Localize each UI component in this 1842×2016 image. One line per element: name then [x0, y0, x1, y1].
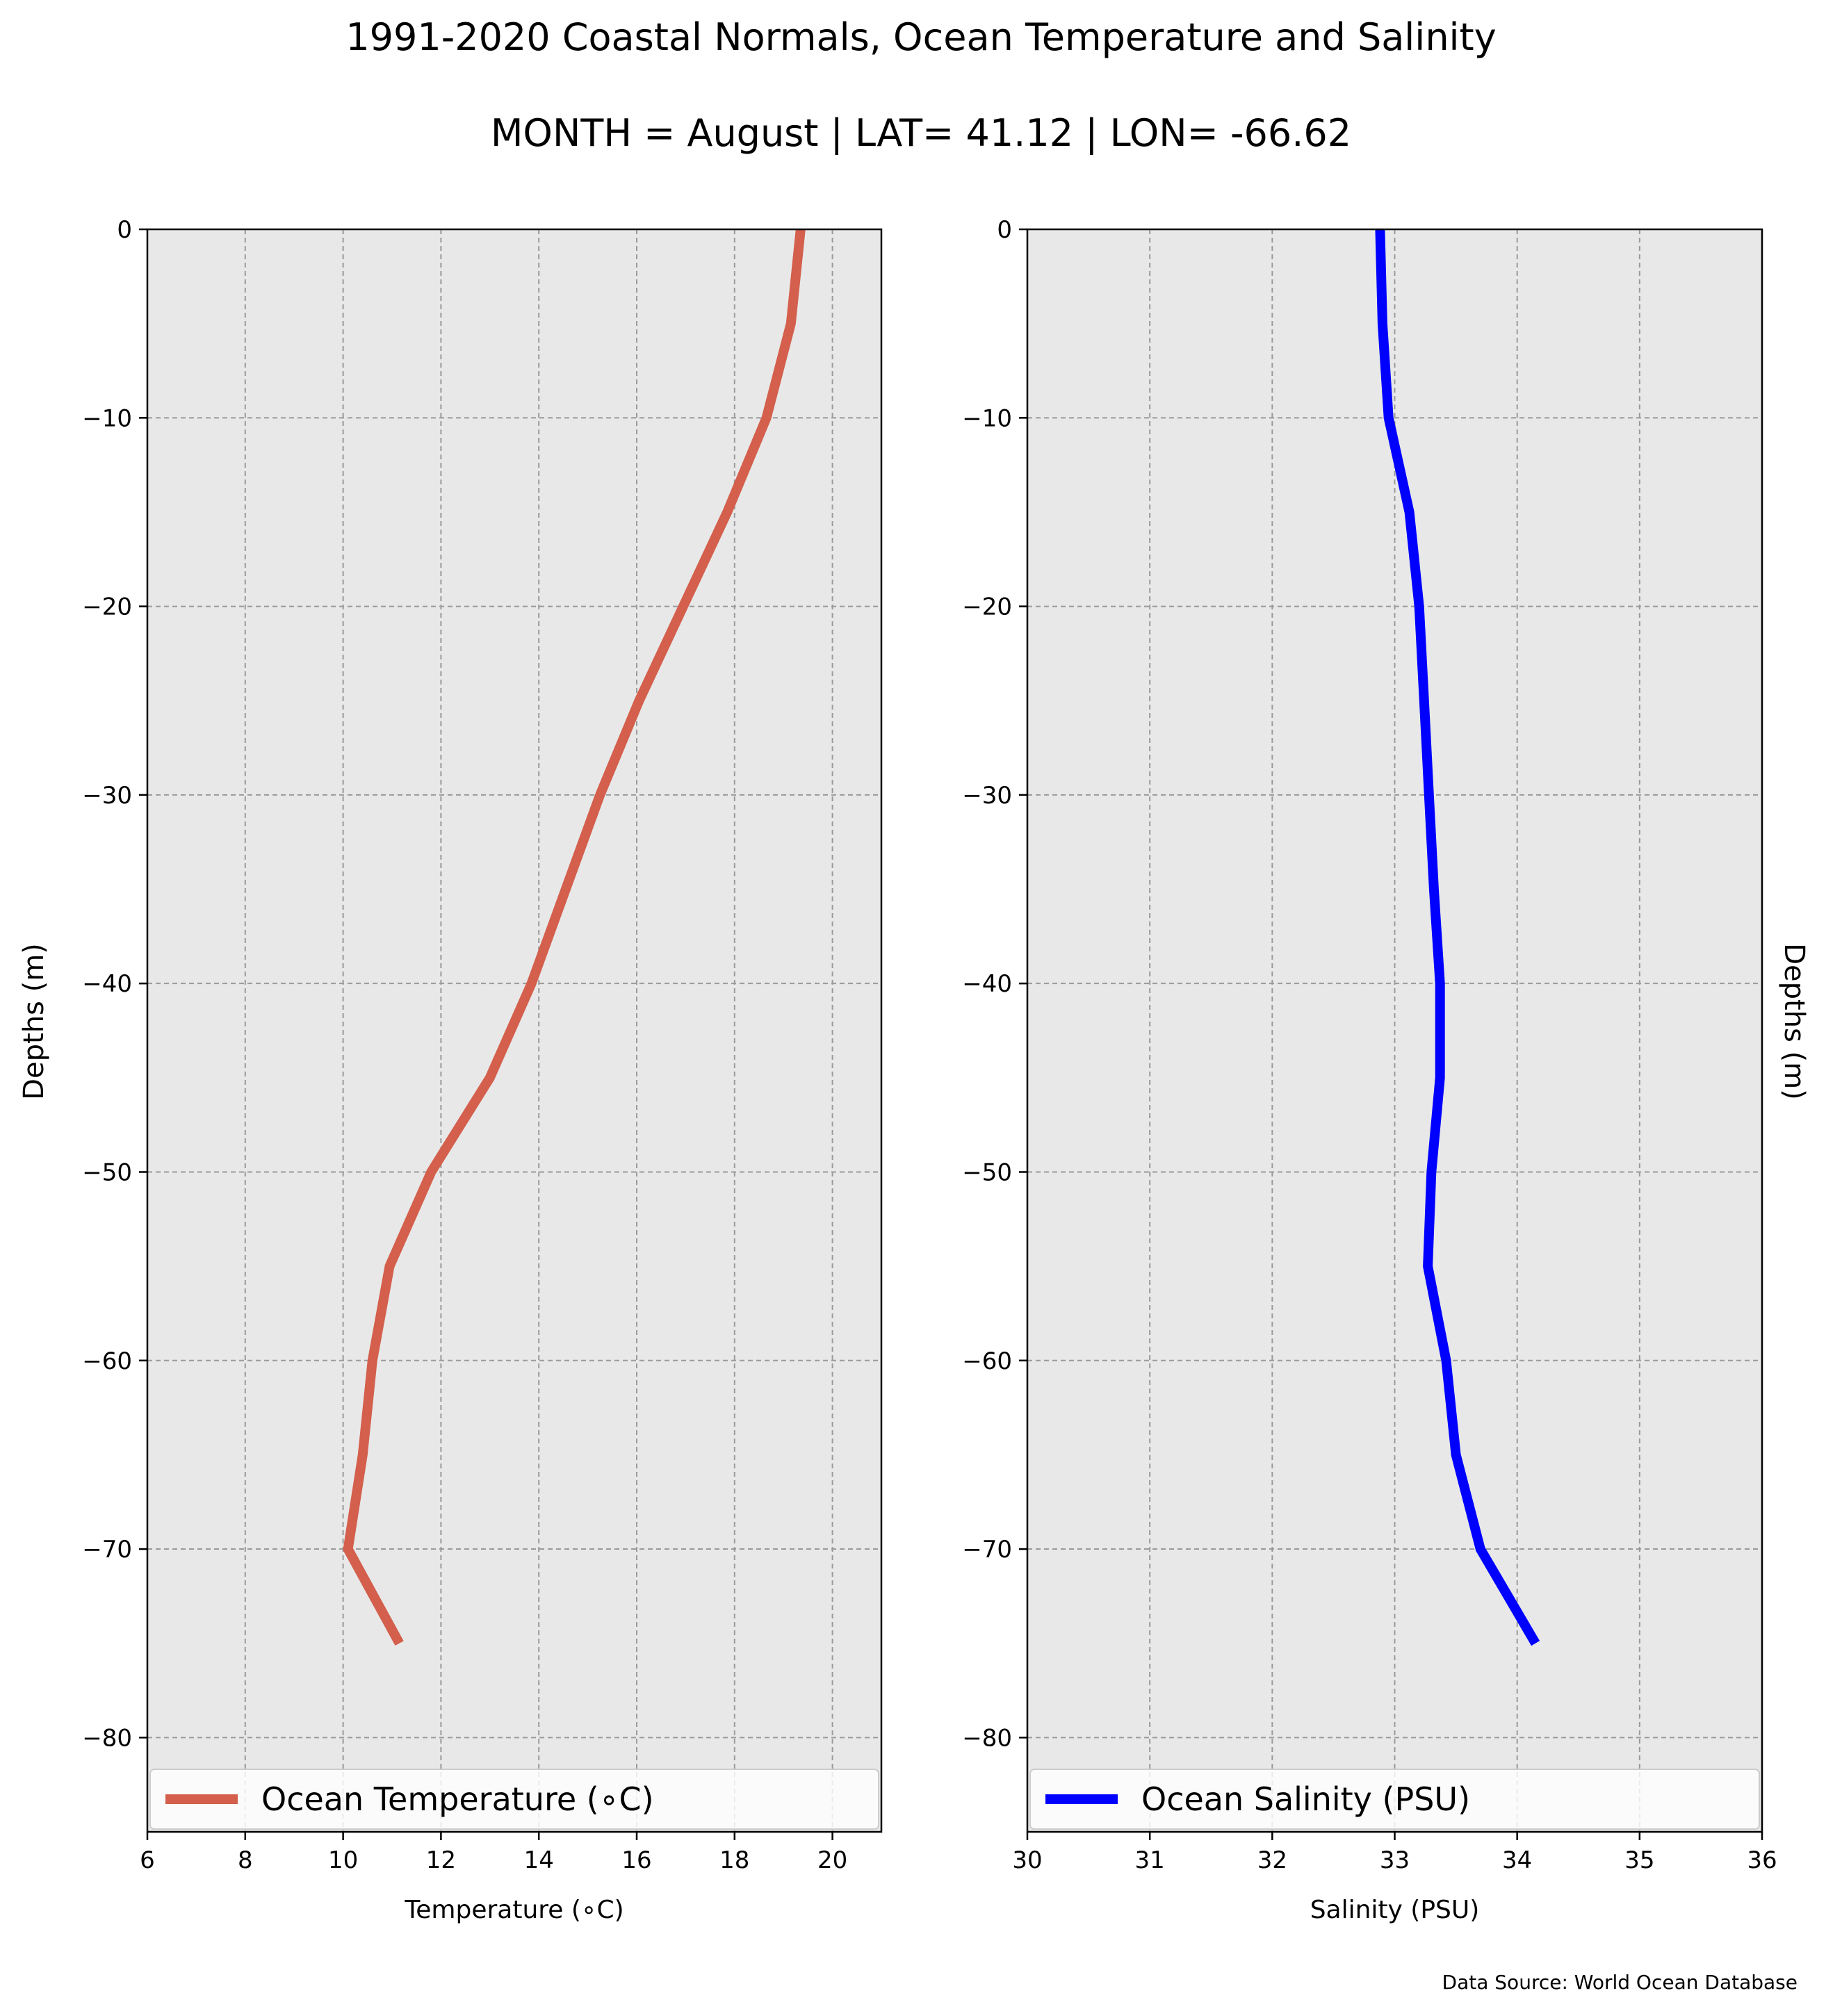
temp-xtick-label-3: 12: [426, 1846, 456, 1874]
temperature-panel: Ocean Temperature (∘C) 6 8 10 12 14 16 18 20 0 −10…: [82, 216, 883, 1924]
sal-legend-label: Ocean Salinity (PSU): [1141, 1780, 1470, 1818]
chart-subtitle: MONTH = August | LAT= 41.12 | LON= -66.6…: [491, 111, 1351, 155]
sal-ytick-label-3: −30: [962, 782, 1012, 810]
sal-series-line-0: [1375, 229, 1540, 1646]
sal-xtick-label-0: 30: [1012, 1846, 1042, 1874]
temp-ytick-label-4: −40: [82, 970, 132, 998]
salinity-panel: Ocean Salinity (PSU) 30 31 32 33 34 35 36 0 −10 −2…: [962, 216, 1777, 1924]
temp-legend-label: Ocean Temperature (∘C): [261, 1780, 654, 1818]
temp-ytick-label-6: −60: [82, 1347, 132, 1375]
temp-xtick-label-7: 20: [817, 1846, 847, 1874]
sal-xtick-label-1: 31: [1135, 1846, 1165, 1874]
sal-ytick-label-6: −60: [962, 1347, 1012, 1375]
left-ylabel: Depths (m): [18, 943, 50, 1100]
sal-legend: Ocean Salinity (PSU): [1029, 1769, 1760, 1830]
sal-ytick-label-8: −80: [962, 1724, 1012, 1752]
temp-xtick-label-0: 6: [140, 1846, 155, 1874]
sal-ytick-label-0: 0: [997, 216, 1012, 244]
temp-legend: Ocean Temperature (∘C): [149, 1769, 879, 1830]
sal-xtick-label-3: 33: [1380, 1846, 1410, 1874]
temp-xlabel: Temperature (∘C): [404, 1896, 623, 1924]
temp-ytick-label-3: −30: [82, 782, 132, 810]
sal-ytick-label-4: −40: [962, 970, 1012, 998]
temp-ytick-label-5: −50: [82, 1158, 132, 1186]
sal-ytick-label-5: −50: [962, 1158, 1012, 1186]
sal-ytick-label-1: −10: [962, 404, 1012, 432]
temp-xtick-label-2: 10: [328, 1846, 358, 1874]
temp-xtick-label-4: 14: [524, 1846, 554, 1874]
sal-xtick-label-6: 36: [1747, 1846, 1777, 1874]
sal-ytick-label-2: −20: [962, 593, 1012, 621]
temp-xtick-label-6: 18: [719, 1846, 749, 1874]
sal-xlabel: Salinity (PSU): [1310, 1896, 1480, 1924]
temp-ytick-label-0: 0: [117, 216, 132, 244]
temp-series-line-0: [343, 229, 806, 1646]
temp-ytick-label-1: −10: [82, 404, 132, 432]
temp-ytick-label-7: −70: [82, 1536, 132, 1564]
sal-legend-box: [1029, 1769, 1760, 1830]
sal-xtick-label-4: 34: [1502, 1846, 1532, 1874]
sal-xtick-label-5: 35: [1624, 1846, 1654, 1874]
temp-ytick-label-8: −80: [82, 1724, 132, 1752]
temp-ytick-label-2: −20: [82, 593, 132, 621]
data-source: Data Source: World Ocean Database: [1442, 1971, 1798, 1994]
right-ylabel: Depths (m): [1778, 943, 1810, 1100]
temp-axes-frame: [146, 228, 883, 1833]
sal-ytick-label-7: −70: [962, 1536, 1012, 1564]
temp-xtick-label-5: 16: [621, 1846, 651, 1874]
temp-xtick-label-1: 8: [238, 1846, 253, 1874]
chart-title: 1991-2020 Coastal Normals, Ocean Tempera…: [345, 15, 1496, 59]
sal-xtick-label-2: 32: [1257, 1846, 1287, 1874]
temp-legend-box: [149, 1769, 879, 1830]
